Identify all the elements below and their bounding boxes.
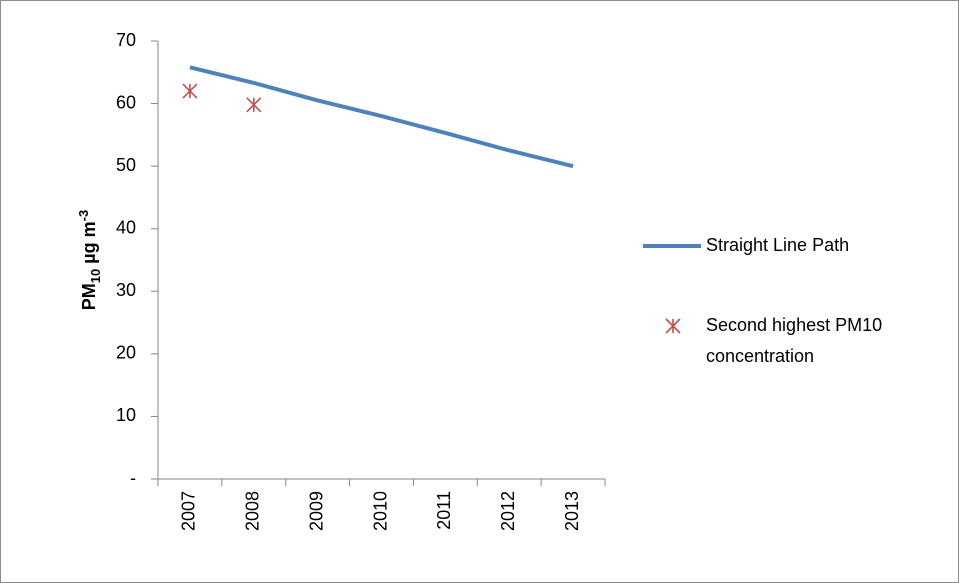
line-series [189,65,574,169]
x-tick-label: 2012 [498,491,518,531]
y-label-unit: µg m [79,221,99,268]
y-tick-label: 20 [116,343,136,363]
y-label-sup: -3 [76,210,91,222]
y-tick-label: 10 [116,405,136,425]
x-tick-label: 2009 [306,491,326,531]
y-tick-label: 40 [116,217,136,237]
y-axis-label: PM10 µg m-3 [76,210,103,310]
y-label-sub: 10 [88,269,103,283]
x-tick-label: 2013 [562,491,582,531]
x-tick-label: 2008 [243,491,263,531]
legend-swatch [665,318,681,334]
x-tick-label: 2007 [179,491,199,531]
y-tick-label: - [130,468,136,488]
x-tick-label: 2011 [434,491,454,530]
scatter-point [182,83,198,99]
legend-label: Straight Line Path [706,235,850,255]
y-tick-label: 60 [116,92,136,112]
x-tick-label: 2010 [370,491,390,531]
y-tick-label: 50 [116,155,136,175]
y-tick-label: 70 [116,30,136,50]
scatter-point [246,97,262,113]
legend-label: Second highest PM10 concentration [706,315,883,366]
y-tick-label: 30 [116,280,136,300]
y-label-base: PM [79,283,99,310]
